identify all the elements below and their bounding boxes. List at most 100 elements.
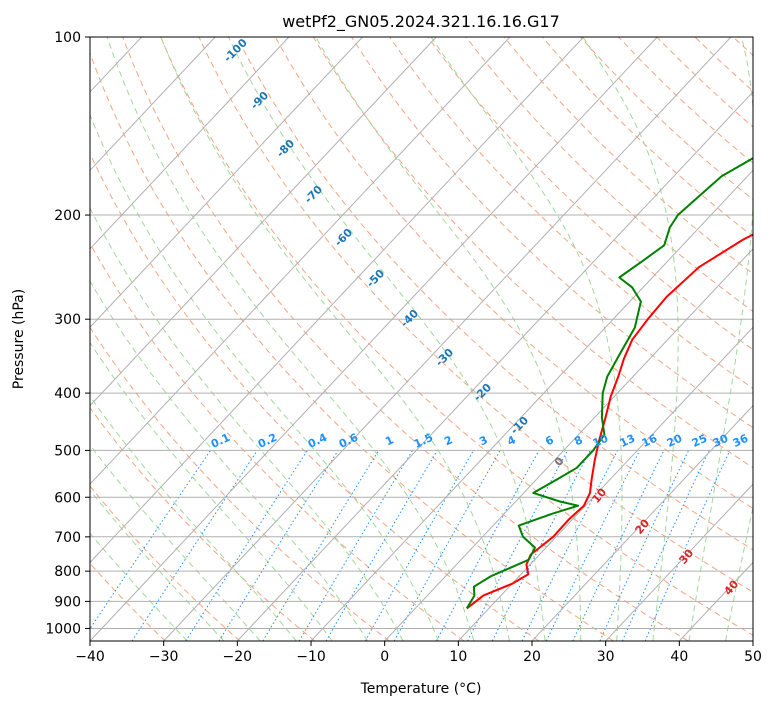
- grid-lines: [90, 37, 753, 641]
- x-tick-label: −10: [296, 649, 326, 665]
- mixing-ratio-line: [621, 450, 710, 641]
- moist-adiabat-line: [90, 532, 188, 641]
- moist-adiabat-label: 40: [721, 577, 741, 597]
- mixing-ratio-label: 1: [383, 433, 395, 448]
- diagram-labels: -100-90-80-70-60-50-40-30-20-100.1 0.2 0.4…: [209, 36, 751, 598]
- moist-adiabat-line: [430, 37, 623, 641]
- mixing-ratio-line: [364, 450, 474, 641]
- y-tick-label: 1000: [45, 621, 81, 637]
- mixing-ratio-label: 36: [731, 432, 751, 450]
- mixing-ratio-line: [599, 450, 690, 641]
- chart-title: wetPf2_GN05.2024.321.16.16.G17: [282, 12, 560, 32]
- dry-adiabat-line: [90, 242, 465, 641]
- dry-adiabat-line: [465, 37, 753, 313]
- mixing-ratio-line: [491, 450, 591, 641]
- isotherm-line: [457, 326, 753, 641]
- x-axis-label: Temperature (°C): [360, 681, 482, 697]
- y-tick-label: 500: [54, 443, 81, 459]
- y-axis-label: Pressure (hPa): [11, 289, 27, 389]
- moist-adiabat-line: [688, 37, 753, 641]
- y-tick-label: 800: [54, 564, 81, 580]
- isotherm-line: [531, 404, 753, 641]
- dry-adiabat-line: [236, 37, 753, 551]
- moist-adiabat-line: [725, 505, 753, 641]
- mixing-ratio-line: [521, 450, 619, 641]
- mixing-ratio-label: 0.2: [256, 431, 279, 451]
- x-tick-label: 30: [597, 649, 615, 665]
- dewpoint-profile-line: [465, 157, 753, 609]
- isotherm-line: [90, 37, 584, 564]
- x-tick-label: −20: [223, 649, 253, 665]
- moist-adiabat-label: 10: [589, 485, 609, 505]
- dry-adiabat-line: [90, 51, 614, 641]
- x-tick-label: 50: [744, 649, 762, 665]
- mixing-ratio-label: 30: [711, 432, 731, 450]
- moist-adiabat-line: [160, 37, 510, 641]
- y-tick-label: 100: [54, 30, 81, 46]
- mixing-ratio-label: 10: [591, 432, 611, 450]
- moist-adiabat-line: [90, 280, 369, 641]
- dry-adiabat-label: -90: [248, 89, 271, 112]
- isotherm-line: [678, 561, 753, 641]
- profile-series: [465, 157, 753, 610]
- mixing-ratio-line: [467, 450, 568, 641]
- mixing-ratio-label: 2: [442, 433, 454, 448]
- mixing-ratio-line: [572, 450, 665, 641]
- isotherm-line: [163, 37, 732, 641]
- moist-adiabat-line: [90, 489, 225, 641]
- plot-frame: [89, 36, 754, 642]
- y-tick-label: 600: [54, 490, 81, 506]
- dry-adiabat-label: -60: [332, 226, 355, 249]
- isotherm-line: [90, 37, 290, 250]
- dry-adiabat-line: [427, 37, 753, 351]
- dry-adiabat-line: [351, 37, 753, 429]
- moist-adiabat-line: [315, 37, 582, 641]
- y-axis-ticks: 100 200 300 400 500 600 700 800 900 1000: [45, 30, 90, 637]
- mixing-ratio-label: 0.4: [306, 431, 329, 451]
- mixing-ratio-line: [218, 450, 339, 641]
- isotherm-line: [90, 37, 511, 485]
- dry-adiabat-line: [90, 406, 316, 641]
- moist-adiabat-line: [90, 341, 333, 641]
- x-tick-label: 0: [380, 649, 389, 665]
- dry-adiabat-line: [618, 37, 753, 164]
- isotherm-line: [310, 169, 753, 641]
- dry-adiabat-line: [771, 37, 775, 641]
- dry-adiabat-label: -80: [274, 137, 297, 160]
- isotherm-line: [236, 91, 753, 641]
- mixing-ratio-label: 3: [477, 433, 489, 448]
- dry-adiabat-line: [389, 37, 753, 389]
- mixing-ratio-line: [393, 450, 501, 641]
- dry-adiabat-line: [90, 152, 540, 641]
- dry-adiabat-line: [312, 37, 753, 469]
- x-tick-label: −40: [75, 649, 105, 665]
- moist-adiabat-label: 30: [676, 546, 696, 566]
- dry-adiabat-label: -100: [221, 36, 250, 65]
- moist-adiabat-line: [228, 37, 546, 641]
- y-tick-label: 300: [54, 312, 81, 328]
- isotherm-line: [605, 483, 753, 641]
- x-axis-ticks: −40 −30 −20 −10 0 10 20 30 40 50: [75, 641, 762, 665]
- isotherm-line: [90, 37, 216, 172]
- mixing-ratio-line: [545, 450, 641, 641]
- mixing-ratio-line: [90, 450, 211, 630]
- x-tick-label: −30: [149, 649, 179, 665]
- dry-adiabat-line: [694, 37, 753, 92]
- mixing-ratio-label: 0.6: [337, 431, 360, 451]
- moist-adiabat-line: [106, 37, 475, 641]
- mixing-ratio-label: 8: [572, 433, 584, 448]
- dry-adiabat-label: -70: [302, 183, 325, 206]
- moist-adiabat-line: [582, 37, 679, 641]
- isotherm-line: [90, 37, 658, 641]
- x-tick-label: 10: [449, 649, 467, 665]
- mixing-ratio-line: [185, 450, 308, 641]
- mixing-ratio-label: 20: [665, 432, 685, 450]
- isotherm-line: [384, 248, 753, 641]
- y-tick-label: 400: [54, 386, 81, 402]
- dry-adiabat-label: -30: [433, 346, 456, 369]
- moist-adiabat-line: [90, 395, 297, 641]
- y-tick-label: 900: [54, 594, 81, 610]
- dry-adiabat-line: [656, 37, 753, 128]
